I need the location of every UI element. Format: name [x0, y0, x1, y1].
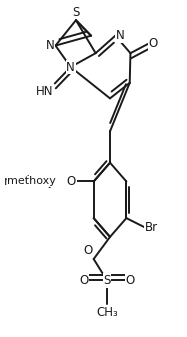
Text: N: N	[116, 29, 125, 42]
Text: O: O	[83, 244, 92, 257]
Text: O: O	[126, 274, 135, 287]
Text: O: O	[67, 175, 76, 188]
Text: N: N	[66, 61, 75, 73]
Text: O: O	[79, 274, 88, 287]
Text: HN: HN	[36, 85, 53, 98]
Text: O: O	[149, 37, 158, 51]
Text: methoxy: methoxy	[7, 177, 56, 186]
Text: S: S	[103, 274, 111, 287]
Text: S: S	[72, 6, 80, 19]
Text: methoxy: methoxy	[4, 175, 56, 188]
Text: CH₃: CH₃	[96, 306, 118, 319]
Text: N: N	[46, 39, 55, 52]
Text: Br: Br	[145, 220, 158, 234]
